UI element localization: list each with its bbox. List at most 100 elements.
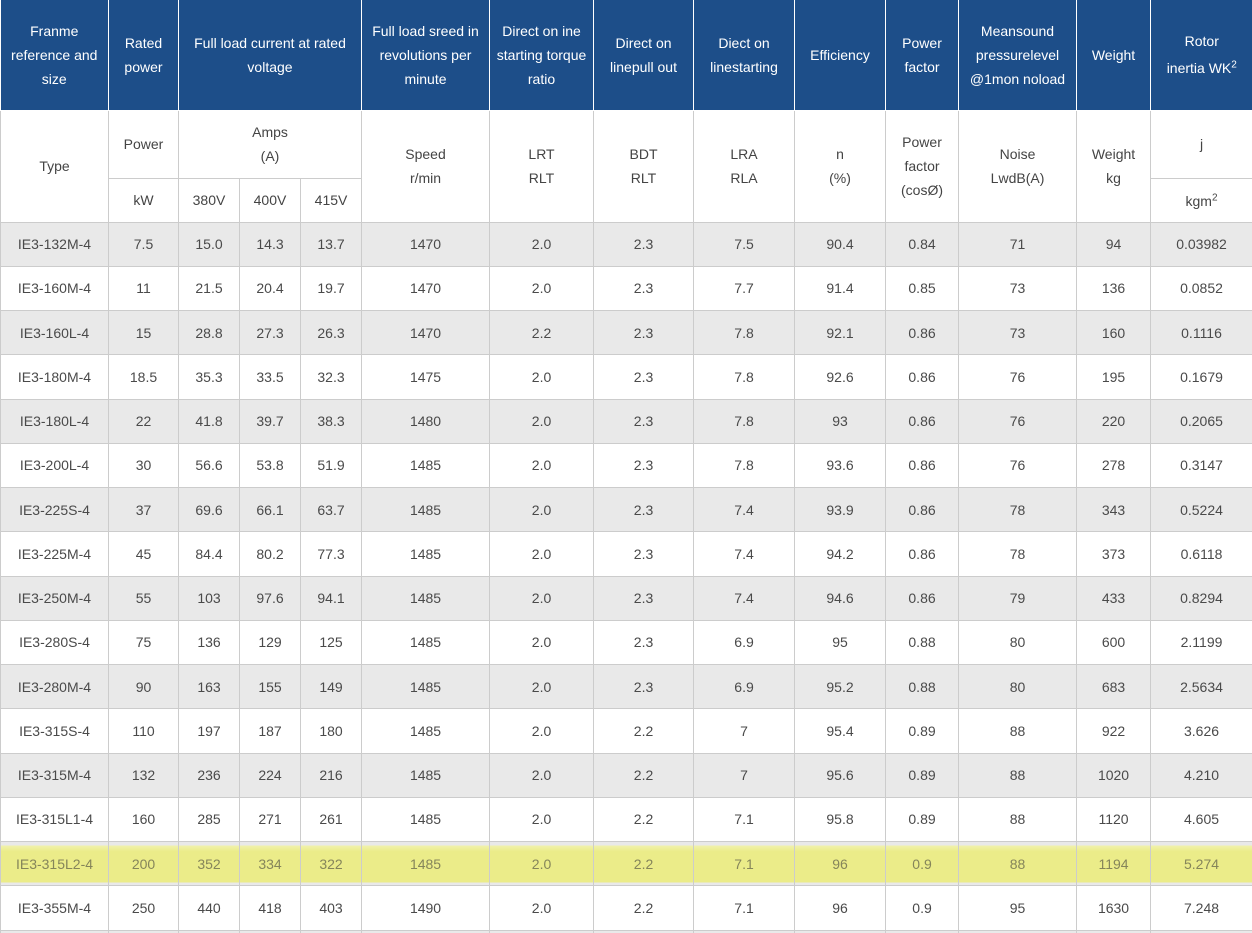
cell-weight: 1630 [1076,885,1152,931]
cell-kw: 22 [108,398,179,444]
cell-a380: 56.6 [178,442,240,489]
cell-a415: 125 [299,619,363,666]
cell-eff: 93.9 [794,486,887,533]
cell-j: 5.274 [1150,840,1252,887]
cell-kw: 45 [108,531,179,577]
table-row: IE3-180L-4 22 41.8 39.7 38.3 1480 2.0 2.3 7.8 93 0… [0,398,1252,444]
cell-kw: 15 [108,309,179,356]
cell-eff: 93.6 [794,442,887,489]
cell-empty [299,929,363,933]
cell-eff: 96 [794,885,887,931]
cell-type: IE3-200L-4 [0,442,109,489]
cell-a400: 27.3 [239,309,301,356]
cell-lrt: 2.0 [489,796,595,843]
cell-lrt: 2.0 [489,619,595,666]
cell-type: IE3-315L1-4 [0,796,109,843]
cell-eff: 90.4 [794,221,887,267]
cell-weight: 94 [1076,221,1152,267]
header-starting-torque: Direct on ine starting torque ratio [489,0,595,111]
cell-j: 0.0852 [1150,265,1252,312]
cell-type: IE3-132M-4 [0,221,109,267]
cell-a400: 418 [239,885,301,931]
cell-a400: 97.6 [239,575,301,621]
cell-speed: 1485 [361,486,491,533]
cell-type: IE3-225S-4 [0,486,109,533]
cell-pf: 0.89 [885,708,960,754]
cell-a380: 21.5 [178,265,240,312]
cell-pf: 0.86 [885,398,960,444]
cell-speed: 1470 [361,309,491,356]
cell-bdt: 2.3 [593,442,695,489]
cell-kw: 160 [108,796,179,843]
cell-j: 0.5224 [1150,486,1252,533]
cell-a380: 197 [178,708,240,754]
cell-noise: 78 [958,486,1078,533]
cell-lra: 7.1 [693,840,796,887]
cell-kw: 110 [108,708,179,754]
subheader-lrt: LRT RLT [489,109,595,223]
cell-bdt: 2.2 [593,708,695,754]
cell-a415: 94.1 [299,575,363,621]
cell-a400: 224 [239,752,301,798]
unit-kw: kW [108,177,179,223]
cell-speed: 1485 [361,752,491,798]
cell-weight: 373 [1076,531,1152,577]
table-row: IE3-315L2-4 200 352 334 322 1485 2.0 2.2 7.1 96 0.… [0,840,1252,887]
cell-bdt: 2.3 [593,619,695,666]
cell-a400: 155 [239,663,301,710]
cell-a380: 236 [178,752,240,798]
cell-a380: 103 [178,575,240,621]
cell-j: 0.6118 [1150,531,1252,577]
cell-j: 0.1116 [1150,309,1252,356]
subheader-amps: Amps (A) [177,109,363,179]
cell-a400: 53.8 [239,442,301,489]
cell-lrt: 2.0 [489,708,595,754]
subheader-cos-phi: Power factor (cosØ) [885,109,960,223]
header-rotor-inertia: Rotor inertia WK2 [1150,0,1252,111]
subheader-power: Power [108,109,179,179]
cell-bdt: 2.3 [593,531,695,577]
cell-eff: 93 [794,398,887,444]
cell-a415: 63.7 [299,486,363,533]
cell-lrt: 2.0 [489,221,595,267]
cell-eff: 95.8 [794,796,887,843]
cell-j: 0.1679 [1150,354,1252,400]
cell-a400: 129 [239,619,301,666]
table-body: IE3-132M-4 7.5 15.0 14.3 13.7 1470 2.0 2.3 7.5 90… [0,221,1252,933]
table-row: IE3-315M-4 132 236 224 216 1485 2.0 2.2 7 95.6 0.8… [0,752,1252,798]
cell-noise: 71 [958,221,1078,267]
cell-bdt: 2.3 [593,354,695,400]
cell-kw: 18.5 [108,354,179,400]
cell-bdt: 2.3 [593,663,695,710]
cell-type: IE3-315M-4 [0,752,109,798]
table-row: IE3-160L-4 15 28.8 27.3 26.3 1470 2.2 2.3 7.8 92.… [0,309,1252,356]
cell-lra: 7.1 [693,796,796,843]
cell-noise: 88 [958,840,1078,887]
table-row: IE3-132M-4 7.5 15.0 14.3 13.7 1470 2.0 2.3 7.5 90… [0,221,1252,267]
cell-type: IE3-225M-4 [0,531,109,577]
cell-lrt: 2.0 [489,486,595,533]
cell-a415: 216 [299,752,363,798]
cell-weight: 160 [1076,309,1152,356]
cell-kw: 11 [108,265,179,312]
cell-bdt: 2.3 [593,575,695,621]
cell-noise: 76 [958,354,1078,400]
cell-a380: 285 [178,796,240,843]
cell-j: 0.2065 [1150,398,1252,444]
header-line-starting: Diect on linestarting [693,0,796,111]
cell-type: IE3-160L-4 [0,309,109,356]
cell-a415: 149 [299,663,363,710]
header-full-load-speed: Full load sreed in revolutions per minut… [361,0,491,111]
cell-pf: 0.84 [885,221,960,267]
cell-type: IE3-160M-4 [0,265,109,312]
cell-weight: 343 [1076,486,1152,533]
cell-a400: 334 [239,840,301,887]
cell-j: 3.626 [1150,708,1252,754]
cell-a415: 322 [299,840,363,887]
cell-kw: 75 [108,619,179,666]
cell-a400: 66.1 [239,486,301,533]
cell-weight: 922 [1076,708,1152,754]
cell-type: IE3-180L-4 [0,398,109,444]
cell-a380: 163 [178,663,240,710]
cell-weight: 683 [1076,663,1152,710]
